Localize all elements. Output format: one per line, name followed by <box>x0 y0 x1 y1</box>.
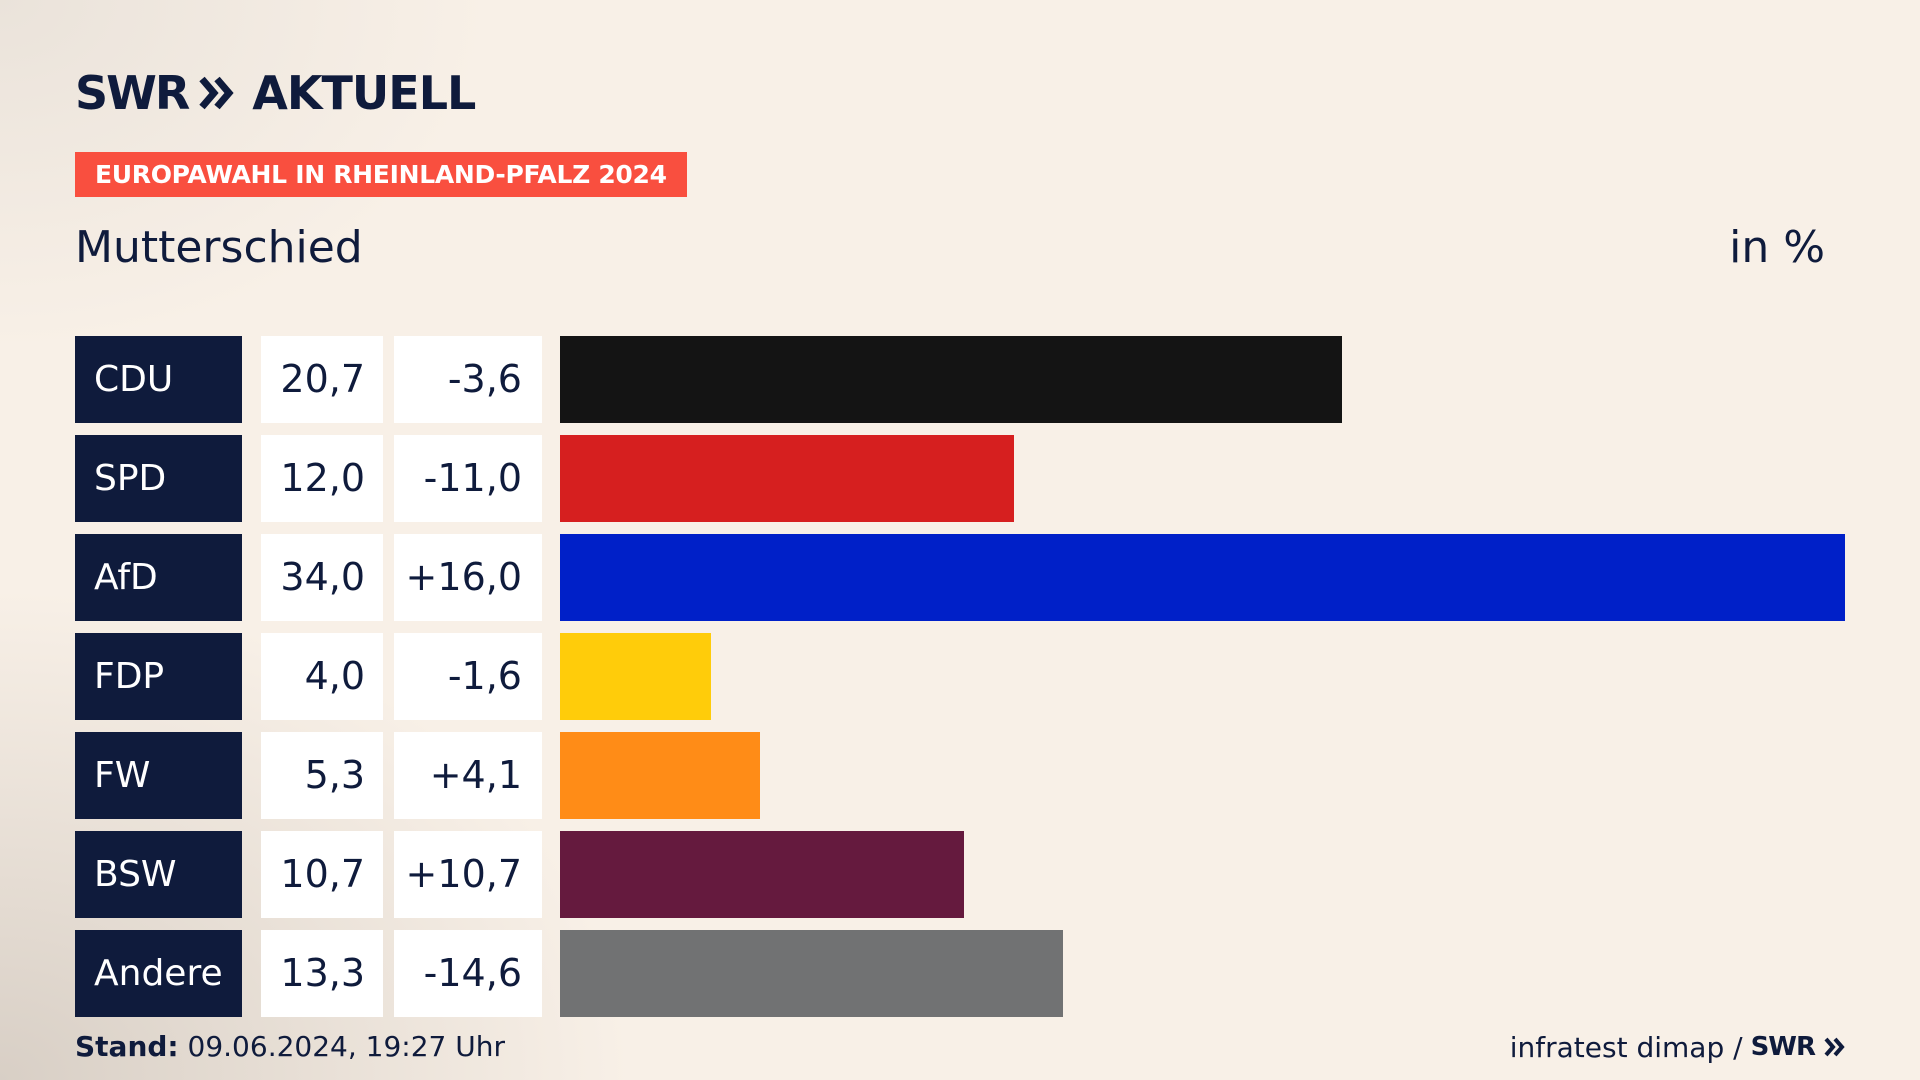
vote-change: -14,6 <box>394 930 542 1017</box>
result-bar <box>560 534 1845 621</box>
result-row: Andere 13,3 -14,6 <box>75 930 1845 1017</box>
result-row: CDU 20,7 -3,6 <box>75 336 1845 423</box>
unit-label: in % <box>1729 222 1825 273</box>
vote-change: +16,0 <box>394 534 542 621</box>
vote-change: +4,1 <box>394 732 542 819</box>
party-label: FW <box>75 732 242 819</box>
result-bar <box>560 831 964 918</box>
result-row: FDP 4,0 -1,6 <box>75 633 1845 720</box>
result-row: SPD 12,0 -11,0 <box>75 435 1845 522</box>
result-row: BSW 10,7 +10,7 <box>75 831 1845 918</box>
result-bar <box>560 930 1063 1017</box>
vote-change: +10,7 <box>394 831 542 918</box>
result-bar <box>560 336 1342 423</box>
stand-label: Stand: <box>75 1030 179 1063</box>
logo-aktuell-text: AKTUELL <box>252 66 476 120</box>
footer-swr-logo: SWR <box>1750 1032 1816 1062</box>
vote-share: 34,0 <box>261 534 383 621</box>
vote-share: 13,3 <box>261 930 383 1017</box>
result-bar <box>560 633 711 720</box>
party-label: CDU <box>75 336 242 423</box>
footer-chevron-icon <box>1824 1037 1845 1057</box>
vote-change: -3,6 <box>394 336 542 423</box>
source-credit: infratest dimap / SWR <box>1510 1030 1845 1064</box>
result-bar <box>560 435 1014 522</box>
party-label: FDP <box>75 633 242 720</box>
election-badge: EUROPAWAHL IN RHEINLAND-PFALZ 2024 <box>75 152 687 197</box>
vote-change: -11,0 <box>394 435 542 522</box>
double-chevron-icon <box>199 76 234 110</box>
stand-value: 09.06.2024, 19:27 Uhr <box>187 1030 505 1063</box>
party-label: AfD <box>75 534 242 621</box>
result-row: FW 5,3 +4,1 <box>75 732 1845 819</box>
vote-share: 5,3 <box>261 732 383 819</box>
vote-share: 10,7 <box>261 831 383 918</box>
timestamp: Stand: 09.06.2024, 19:27 Uhr <box>75 1030 505 1064</box>
party-label: Andere <box>75 930 242 1017</box>
vote-share: 4,0 <box>261 633 383 720</box>
logo-swr-text: SWR <box>75 66 190 120</box>
source-text: infratest dimap / <box>1509 1030 1743 1064</box>
page-title: Mutterschied <box>75 222 363 273</box>
result-row: AfD 34,0 +16,0 <box>75 534 1845 621</box>
vote-share: 20,7 <box>261 336 383 423</box>
party-label: SPD <box>75 435 242 522</box>
party-label: BSW <box>75 831 242 918</box>
swr-aktuell-logo: SWR AKTUELL <box>75 66 476 120</box>
result-bar <box>560 732 760 819</box>
vote-share: 12,0 <box>261 435 383 522</box>
vote-change: -1,6 <box>394 633 542 720</box>
